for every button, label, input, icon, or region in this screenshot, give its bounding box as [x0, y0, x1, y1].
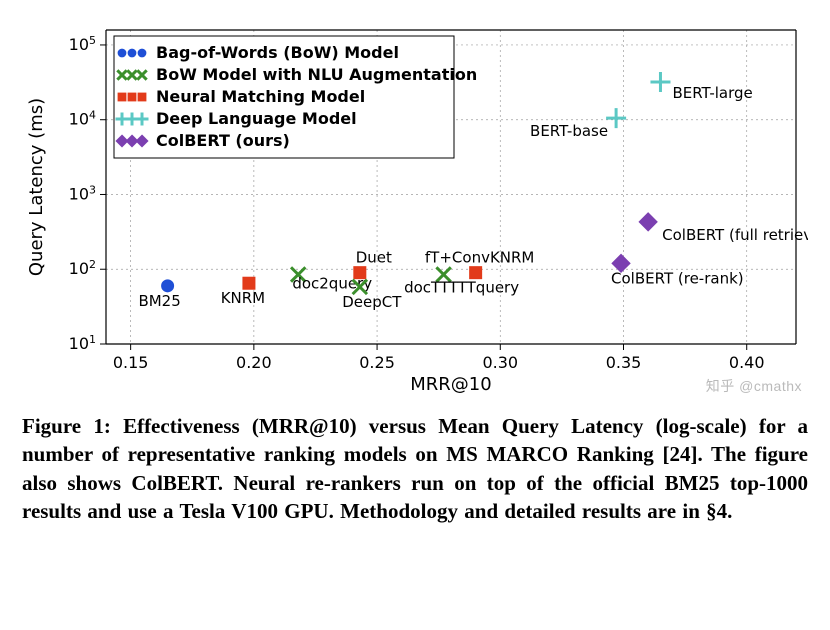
- point-label: fT+ConvKNRM: [425, 249, 534, 267]
- marker-square: [128, 93, 136, 101]
- x-tick-label: 0.25: [359, 353, 395, 372]
- x-tick-label: 0.40: [729, 353, 765, 372]
- x-tick-label: 0.30: [482, 353, 518, 372]
- legend-label: ColBERT (ours): [156, 131, 290, 150]
- legend-label: Deep Language Model: [156, 109, 357, 128]
- marker-circle: [138, 49, 146, 57]
- marker-circle: [118, 49, 126, 57]
- legend-label: Neural Matching Model: [156, 87, 365, 106]
- marker-circle: [162, 280, 174, 292]
- x-tick-label: 0.15: [113, 353, 149, 372]
- legend-label: Bag-of-Words (BoW) Model: [156, 43, 399, 62]
- point-label: Duet: [356, 249, 392, 267]
- y-axis-title: Query Latency (ms): [26, 98, 47, 276]
- x-tick-label: 0.20: [236, 353, 272, 372]
- legend-label: BoW Model with NLU Augmentation: [156, 65, 477, 84]
- x-axis-title: MRR@10: [410, 374, 491, 395]
- x-tick-label: 0.35: [606, 353, 642, 372]
- chart-svg: 0.150.200.250.300.350.40101102103104105M…: [22, 18, 808, 398]
- point-label: docTTTTTquery: [404, 279, 519, 297]
- marker-square: [354, 267, 366, 279]
- caption-text: Effectiveness (MRR@10) versus Mean Query…: [22, 414, 808, 523]
- point-label: ColBERT (full retrieval): [662, 226, 808, 244]
- caption-prefix: Figure 1:: [22, 414, 111, 438]
- marker-square: [118, 93, 126, 101]
- figure-caption: Figure 1: Effectiveness (MRR@10) versus …: [22, 412, 808, 525]
- marker-square: [470, 267, 482, 279]
- marker-square: [138, 93, 146, 101]
- point-label: BERT-large: [672, 84, 752, 102]
- scatter-chart: 0.150.200.250.300.350.40101102103104105M…: [22, 18, 808, 398]
- point-label: BM25: [138, 292, 180, 310]
- point-label: DeepCT: [342, 293, 402, 311]
- point-label: ColBERT (re-rank): [611, 269, 744, 287]
- figure-container: 0.150.200.250.300.350.40101102103104105M…: [0, 0, 830, 630]
- point-label: KNRM: [221, 289, 265, 307]
- marker-square: [243, 277, 255, 289]
- point-label: BERT-base: [530, 122, 608, 140]
- marker-circle: [128, 49, 136, 57]
